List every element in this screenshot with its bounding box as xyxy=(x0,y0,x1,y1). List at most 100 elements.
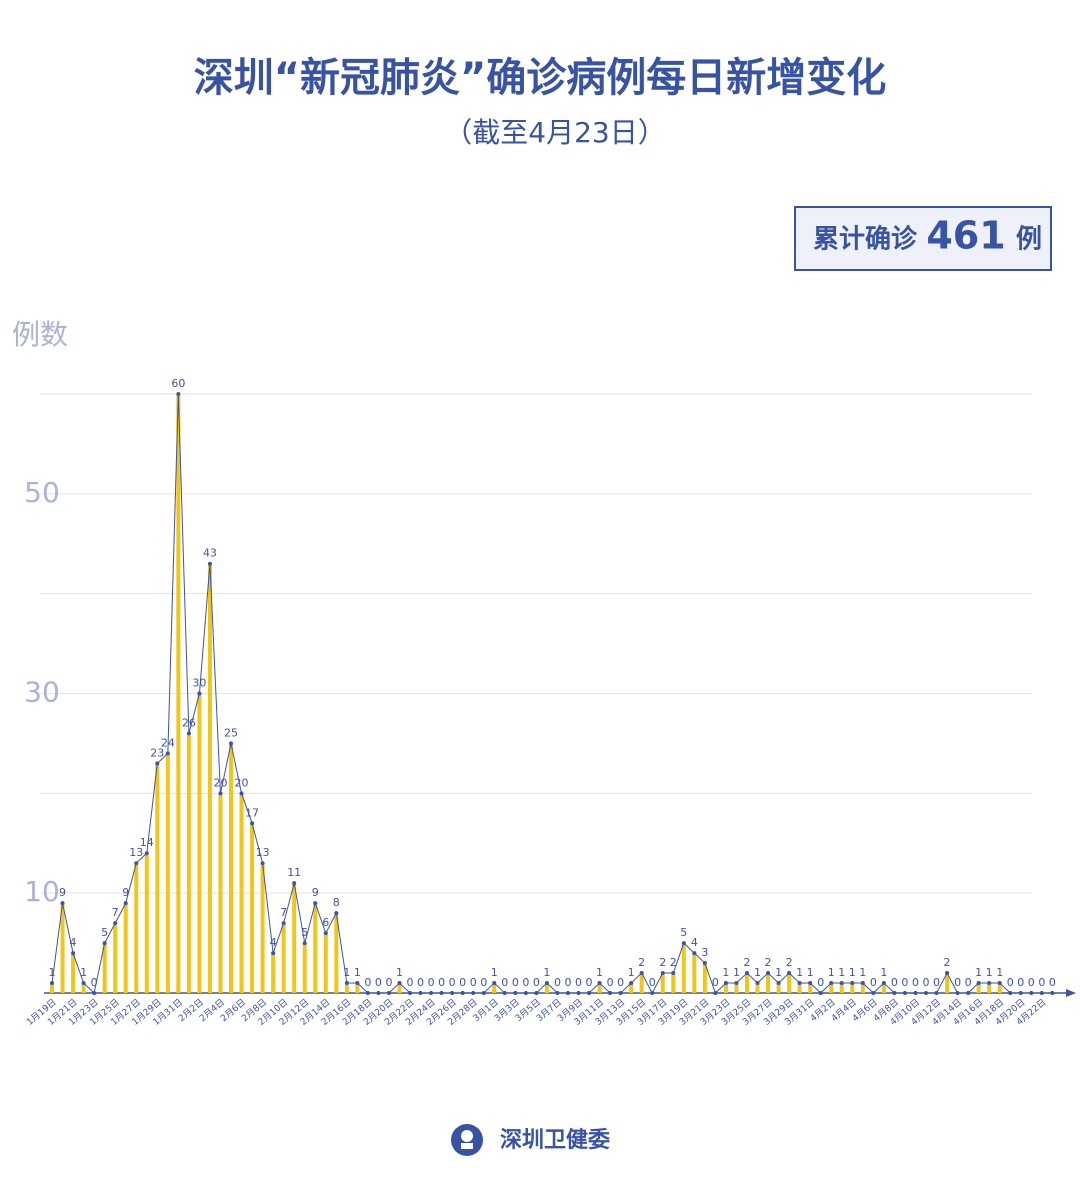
bar xyxy=(71,953,76,993)
y-tick-label: 30 xyxy=(24,676,60,709)
bar xyxy=(207,563,212,993)
point xyxy=(892,991,897,995)
data-label: 0 xyxy=(1007,976,1014,989)
data-label: 0 xyxy=(522,976,529,989)
bar xyxy=(250,823,255,993)
bar xyxy=(155,763,160,993)
bar xyxy=(292,883,297,993)
point xyxy=(71,951,76,956)
data-label: 1 xyxy=(859,966,866,979)
point xyxy=(229,741,234,746)
data-label: 0 xyxy=(1017,976,1024,989)
point xyxy=(218,791,223,796)
point xyxy=(734,981,739,986)
data-label: 1 xyxy=(880,966,887,979)
data-label: 0 xyxy=(438,976,445,989)
data-label: 1 xyxy=(596,966,603,979)
point xyxy=(144,851,149,856)
data-label: 11 xyxy=(287,866,301,879)
point xyxy=(429,991,434,995)
point xyxy=(165,751,170,756)
bar xyxy=(355,983,360,993)
point xyxy=(702,961,707,966)
data-label: 0 xyxy=(901,976,908,989)
point xyxy=(639,971,644,976)
data-label: 9 xyxy=(122,886,129,899)
bar xyxy=(134,863,139,993)
data-label: 0 xyxy=(933,976,940,989)
bar xyxy=(176,394,181,993)
point xyxy=(671,971,676,976)
point xyxy=(966,991,971,995)
data-label: 2 xyxy=(944,956,951,969)
data-label: 1 xyxy=(396,966,403,979)
total-unit: 例 xyxy=(1016,225,1042,255)
data-label: 5 xyxy=(301,926,308,939)
bar xyxy=(50,983,54,993)
bar xyxy=(123,903,128,993)
data-label: 0 xyxy=(480,976,487,989)
point xyxy=(450,991,455,995)
bar xyxy=(681,943,686,993)
point xyxy=(60,901,65,906)
point xyxy=(681,941,686,946)
point xyxy=(829,981,834,986)
point xyxy=(934,991,939,995)
data-label: 1 xyxy=(996,966,1003,979)
data-label: 4 xyxy=(70,936,77,949)
point xyxy=(755,981,760,986)
bar xyxy=(260,863,265,993)
point xyxy=(92,991,97,995)
bar xyxy=(629,983,634,993)
data-label: 0 xyxy=(512,976,519,989)
data-label: 0 xyxy=(586,976,593,989)
x-axis-arrow xyxy=(1066,989,1076,997)
data-label: 1 xyxy=(733,966,740,979)
point xyxy=(787,971,792,976)
title: 深圳“新冠肺炎”确诊病例每日新增变化 xyxy=(194,55,887,101)
data-label: 2 xyxy=(786,956,793,969)
data-label: 25 xyxy=(224,726,238,739)
data-label: 1 xyxy=(828,966,835,979)
data-label: 0 xyxy=(533,976,540,989)
data-label: 1 xyxy=(807,966,814,979)
data-label: 1 xyxy=(975,966,982,979)
bar xyxy=(881,983,886,993)
point xyxy=(555,991,560,995)
data-label: 1 xyxy=(986,966,993,979)
point xyxy=(744,971,749,976)
data-label: 0 xyxy=(501,976,508,989)
data-label: 1 xyxy=(849,966,856,979)
bar xyxy=(639,973,644,993)
data-label: 0 xyxy=(575,976,582,989)
data-label: 0 xyxy=(712,976,719,989)
point xyxy=(650,991,655,995)
point xyxy=(397,981,402,986)
bar xyxy=(702,963,707,993)
bar xyxy=(755,983,760,993)
bar xyxy=(334,913,339,993)
data-label: 60 xyxy=(171,377,185,390)
bar xyxy=(313,903,318,993)
point xyxy=(850,981,855,986)
data-label: 9 xyxy=(312,886,319,899)
data-label: 9 xyxy=(59,886,66,899)
data-label: 0 xyxy=(375,976,382,989)
data-label: 0 xyxy=(1049,976,1056,989)
y-axis-label: 例数 xyxy=(12,318,68,351)
point xyxy=(608,991,613,995)
bar xyxy=(766,973,771,993)
data-label: 0 xyxy=(407,976,414,989)
bar xyxy=(660,973,665,993)
bar xyxy=(997,983,1002,993)
point xyxy=(923,991,928,995)
point xyxy=(513,991,518,995)
data-label: 43 xyxy=(203,547,217,560)
point xyxy=(155,761,160,766)
point xyxy=(881,981,886,986)
bar xyxy=(197,693,202,993)
point xyxy=(1050,991,1055,995)
data-label: 1 xyxy=(80,966,87,979)
y-tick-label: 10 xyxy=(24,875,60,908)
